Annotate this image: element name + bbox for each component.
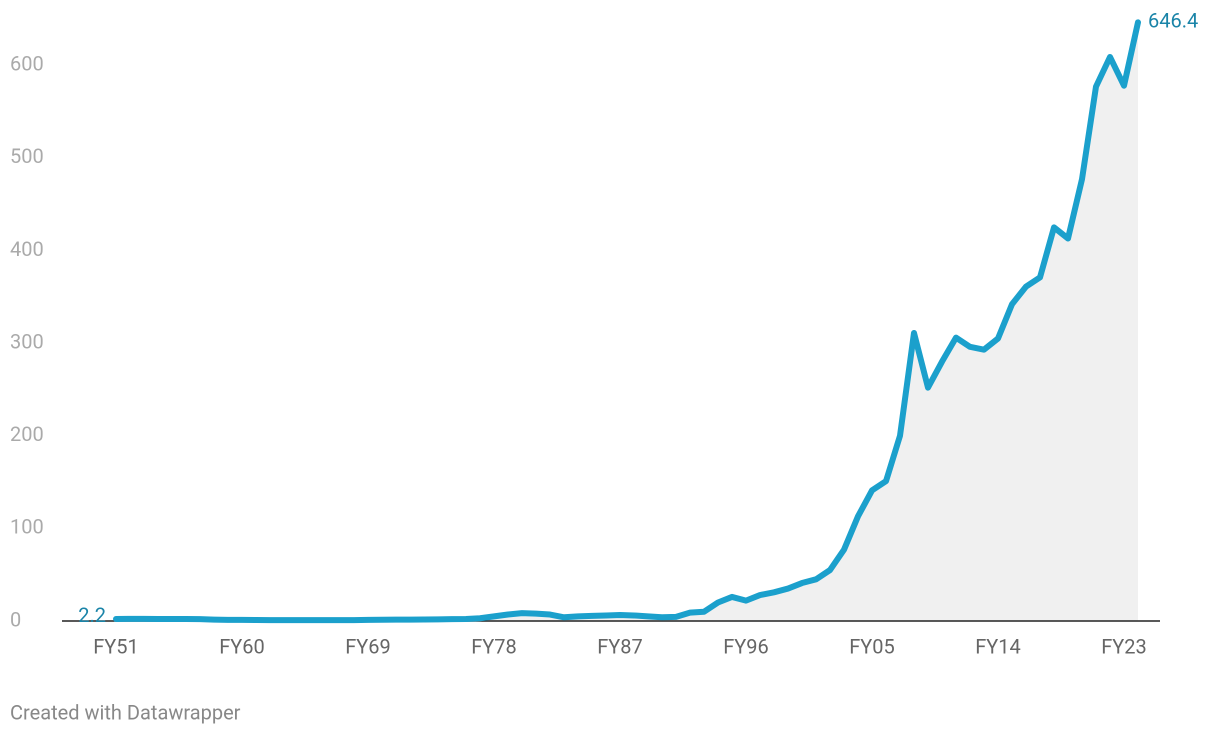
x-tick-label: FY87 — [597, 634, 643, 658]
x-tick-label: FY78 — [471, 634, 517, 658]
y-tick-label: 500 — [10, 144, 44, 168]
x-tick-label: FY14 — [975, 634, 1021, 658]
x-tick-label: FY96 — [723, 634, 769, 658]
y-tick-label: 200 — [10, 422, 44, 446]
y-tick-label: 0 — [10, 607, 21, 631]
line — [113, 19, 1141, 624]
area — [116, 22, 1138, 621]
y-tick-label: 300 — [10, 329, 44, 353]
x-tick-label: FY69 — [345, 634, 391, 658]
data-label: 646.4 — [1148, 9, 1198, 33]
y-tick-label: 100 — [10, 515, 44, 539]
x-tick-label: FY60 — [219, 634, 265, 658]
x-tick-label: FY05 — [849, 634, 895, 658]
x-tick-label: FY23 — [1101, 634, 1147, 658]
y-tick-label: 600 — [10, 52, 44, 76]
x-tick-label: FY51 — [93, 634, 139, 658]
data-label: 2.2 — [78, 603, 106, 627]
credit: Created with Datawrapper — [10, 700, 241, 724]
y-tick-label: 400 — [10, 237, 44, 261]
